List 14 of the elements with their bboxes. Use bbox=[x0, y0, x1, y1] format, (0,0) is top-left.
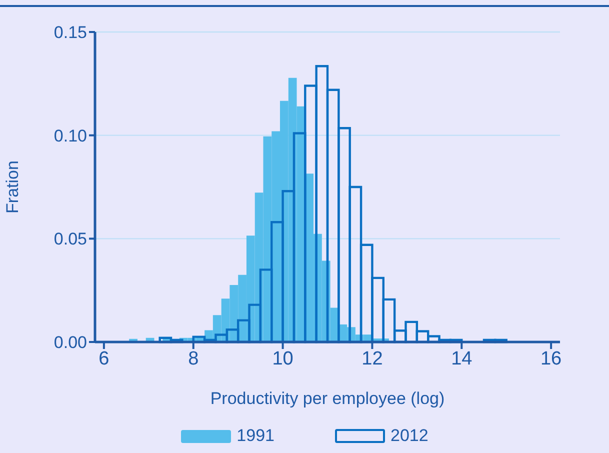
x-tick-label: 10 bbox=[272, 348, 294, 370]
x-axis-title: Productivity per employee (log) bbox=[210, 389, 445, 408]
x-tick-label: 16 bbox=[540, 348, 562, 370]
y-tick-label: 0.15 bbox=[54, 23, 87, 42]
x-tick-label: 8 bbox=[188, 348, 199, 370]
x-tick-label: 6 bbox=[98, 348, 110, 370]
legend-label: 1991 bbox=[236, 426, 274, 446]
y-tick-label: 0.05 bbox=[54, 230, 87, 249]
x-tick-label: 12 bbox=[362, 348, 383, 370]
legend-label: 2012 bbox=[390, 426, 428, 446]
y-tick-label: 0.00 bbox=[54, 333, 87, 352]
y-axis-title: Fration bbox=[3, 160, 22, 214]
x-tick-label: 14 bbox=[451, 348, 473, 370]
y-tick-label: 0.10 bbox=[54, 126, 87, 146]
